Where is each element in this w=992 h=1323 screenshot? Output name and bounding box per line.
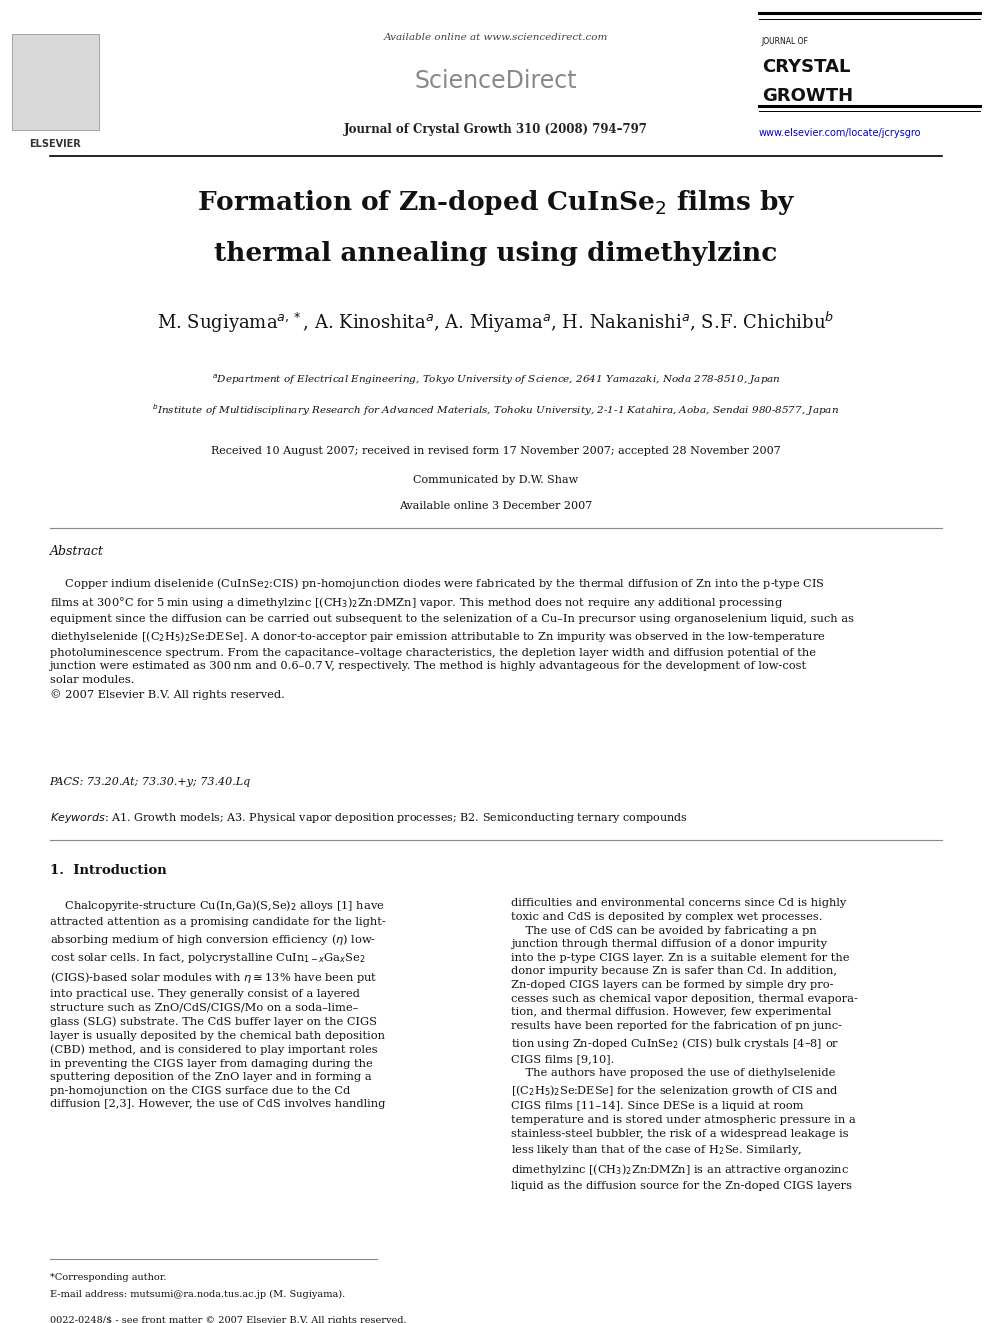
Text: Abstract: Abstract (50, 545, 103, 558)
Text: GROWTH: GROWTH (762, 87, 853, 106)
Text: $\it{Keywords}$: A1. Growth models; A3. Physical vapor deposition processes; B2.: $\it{Keywords}$: A1. Growth models; A3. … (50, 811, 687, 826)
Text: Chalcopyrite-structure Cu(In,Ga)(S,Se)$_2$ alloys [1] have
attracted attention a: Chalcopyrite-structure Cu(In,Ga)(S,Se)$_… (50, 898, 385, 1110)
Text: Communicated by D.W. Shaw: Communicated by D.W. Shaw (414, 475, 578, 486)
Text: difficulties and environmental concerns since Cd is highly
toxic and CdS is depo: difficulties and environmental concerns … (511, 898, 858, 1191)
Text: Available online 3 December 2007: Available online 3 December 2007 (400, 501, 592, 512)
Text: Journal of Crystal Growth 310 (2008) 794–797: Journal of Crystal Growth 310 (2008) 794… (344, 123, 648, 136)
Text: ScienceDirect: ScienceDirect (415, 69, 577, 93)
Text: JOURNAL OF: JOURNAL OF (762, 37, 808, 46)
Text: CRYSTAL: CRYSTAL (762, 58, 850, 77)
Text: www.elsevier.com/locate/jcrysgro: www.elsevier.com/locate/jcrysgro (759, 128, 922, 139)
Text: M. Sugiyama$^{a,*}$, A. Kinoshita$^{a}$, A. Miyama$^{a}$, H. Nakanishi$^{a}$, S.: M. Sugiyama$^{a,*}$, A. Kinoshita$^{a}$,… (158, 310, 834, 335)
Text: Copper indium diselenide (CuInSe$_2$:CIS) pn-homojunction diodes were fabricated: Copper indium diselenide (CuInSe$_2$:CIS… (50, 576, 853, 700)
Bar (12, 34, 99, 130)
Text: thermal annealing using dimethylzinc: thermal annealing using dimethylzinc (214, 241, 778, 266)
Text: $^{a}$Department of Electrical Engineering, Tokyo University of Science, 2641 Ya: $^{a}$Department of Electrical Engineeri… (211, 373, 781, 388)
Text: E-mail address: mutsumi@ra.noda.tus.ac.jp (M. Sugiyama).: E-mail address: mutsumi@ra.noda.tus.ac.j… (50, 1290, 345, 1299)
Text: Available online at www.sciencedirect.com: Available online at www.sciencedirect.co… (384, 33, 608, 42)
Text: 0022-0248/$ - see front matter © 2007 Elsevier B.V. All rights reserved.: 0022-0248/$ - see front matter © 2007 El… (50, 1316, 407, 1323)
Text: Formation of Zn-doped CuInSe$_2$ films by: Formation of Zn-doped CuInSe$_2$ films b… (196, 188, 796, 217)
Text: 1.  Introduction: 1. Introduction (50, 864, 167, 877)
Text: Received 10 August 2007; received in revised form 17 November 2007; accepted 28 : Received 10 August 2007; received in rev… (211, 446, 781, 456)
Text: PACS: 73.20.At; 73.30.+y; 73.40.Lq: PACS: 73.20.At; 73.30.+y; 73.40.Lq (50, 777, 251, 787)
Text: ELSEVIER: ELSEVIER (29, 139, 80, 149)
Text: *Corresponding author.: *Corresponding author. (50, 1273, 166, 1282)
Text: $^{b}$Institute of Multidisciplinary Research for Advanced Materials, Tohoku Uni: $^{b}$Institute of Multidisciplinary Res… (153, 402, 839, 418)
